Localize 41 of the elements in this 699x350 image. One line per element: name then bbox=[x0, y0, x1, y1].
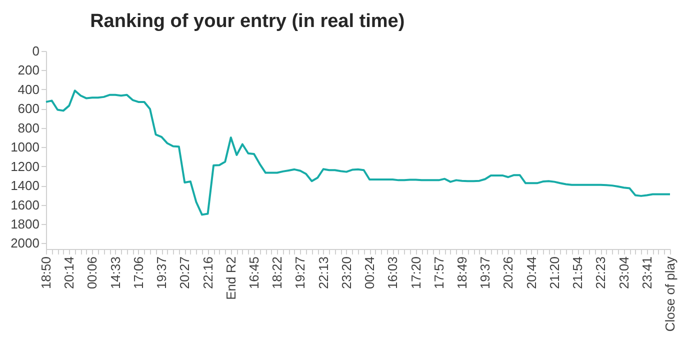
y-tick-label: 200 bbox=[18, 62, 40, 78]
x-tick-label: 16:45 bbox=[246, 256, 262, 290]
x-tick-label: End R2 bbox=[223, 256, 238, 300]
line-series bbox=[45, 90, 671, 216]
x-tick-label: 00:24 bbox=[362, 256, 378, 290]
x-tick-label: 19:27 bbox=[292, 256, 308, 290]
chart-title: Ranking of your entry (in real time) bbox=[90, 11, 405, 32]
x-tick-label: 18:22 bbox=[270, 256, 285, 290]
y-tick-label: 2000 bbox=[10, 236, 40, 251]
x-tick-label: 19:37 bbox=[154, 256, 170, 290]
x-tick-label: 22:23 bbox=[593, 256, 608, 290]
x-tick-label: 17:06 bbox=[130, 256, 146, 290]
y-tick-label: 1200 bbox=[10, 158, 40, 174]
x-tick-label: 23:41 bbox=[639, 256, 654, 290]
x-tick-label: 20:14 bbox=[62, 256, 77, 290]
y-tick-label: 400 bbox=[18, 82, 40, 97]
y-tick-label: 1600 bbox=[10, 197, 40, 212]
x-tick-label: 22:16 bbox=[200, 256, 216, 290]
y-tick-label: 1800 bbox=[10, 216, 40, 232]
x-tick-label: 20:44 bbox=[524, 256, 539, 290]
x-tick-label: 23:04 bbox=[616, 256, 632, 290]
y-tick-label: 800 bbox=[18, 120, 40, 136]
y-tick-label: 0 bbox=[32, 44, 40, 58]
x-tick-label: 14:33 bbox=[108, 256, 123, 290]
x-tick-label: 21:54 bbox=[570, 256, 586, 290]
x-tick-label: 17:57 bbox=[431, 256, 446, 290]
x-tick-label: 21:20 bbox=[546, 256, 562, 290]
y-tick-label: 1000 bbox=[10, 140, 40, 155]
x-tick-label: 20:27 bbox=[177, 256, 192, 290]
y-tick-label: 1400 bbox=[10, 178, 40, 194]
x-tick-label: 23:20 bbox=[338, 256, 354, 290]
x-tick-label: 16:03 bbox=[385, 256, 400, 290]
x-tick-label: 19:37 bbox=[478, 256, 493, 290]
x-tick-label: Close of play bbox=[662, 256, 678, 332]
x-tick-label: 22:13 bbox=[316, 256, 331, 290]
x-tick-label: 18:49 bbox=[454, 256, 470, 290]
y-tick-label: 600 bbox=[18, 101, 40, 116]
x-tick-label: 17:20 bbox=[408, 256, 424, 290]
x-tick-label: 20:26 bbox=[500, 256, 516, 290]
x-tick-label: 00:06 bbox=[84, 256, 100, 290]
x-tick-label: 18:50 bbox=[38, 256, 54, 290]
